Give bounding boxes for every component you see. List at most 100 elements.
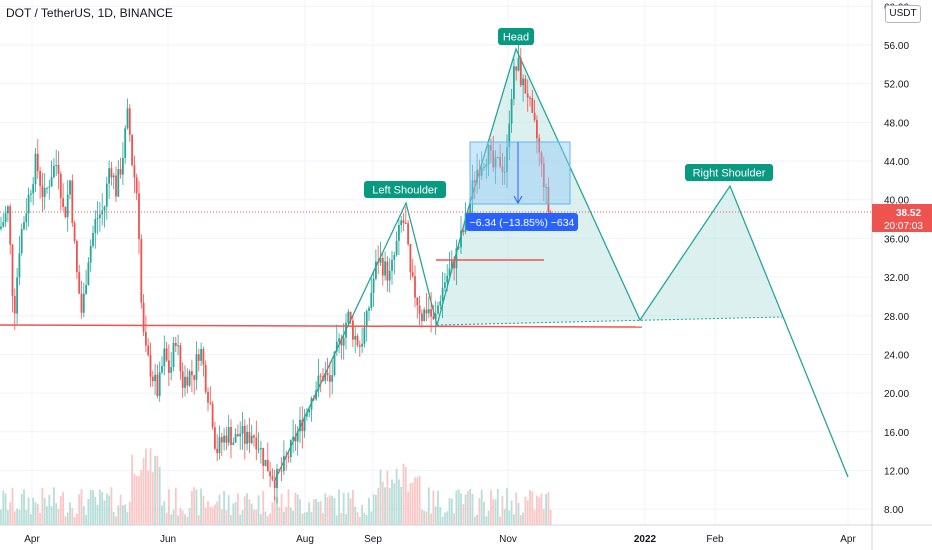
candle-body	[499, 157, 501, 167]
candle-body	[179, 345, 182, 372]
volume-bar	[533, 509, 536, 525]
currency-badge[interactable]: USDT	[885, 5, 921, 23]
volume-bar	[250, 503, 253, 525]
candle-body	[506, 147, 508, 172]
candle-body	[388, 270, 391, 281]
volume-bar	[36, 503, 39, 525]
candle-body	[119, 169, 122, 175]
candle-body	[55, 164, 58, 166]
volume-bar	[161, 505, 163, 525]
volume-bar	[427, 487, 430, 525]
overlays[interactable]: Left Shoulder Head Right Shoulder −6.34 (−1…	[0, 28, 872, 328]
candle-body	[108, 168, 110, 184]
candle-body	[347, 311, 350, 323]
candle-body	[333, 351, 336, 376]
candle-body	[260, 447, 262, 449]
candle-body	[147, 345, 150, 356]
volume-bar	[234, 502, 237, 525]
x-tick-label: Apr	[24, 534, 40, 545]
left-shoulder-label: Left Shoulder	[372, 185, 438, 197]
y-tick-label: 28.00	[884, 312, 909, 323]
candle-body	[124, 128, 127, 158]
volume-bar	[105, 493, 108, 525]
candle-body	[404, 222, 407, 224]
left-shoulder-label-bg	[364, 181, 446, 198]
candle-body	[76, 240, 78, 273]
candle-body	[246, 431, 248, 444]
candle-body	[308, 409, 311, 413]
candle-body	[234, 434, 237, 443]
volume-bar	[462, 504, 465, 525]
volume-bar	[115, 516, 117, 525]
candle-body	[43, 188, 46, 197]
volume-bar	[416, 477, 419, 525]
head-and-shoulders-pattern[interactable]	[274, 47, 849, 481]
volume-bar	[347, 492, 350, 525]
volume-bar	[457, 489, 460, 525]
candle-body	[110, 168, 113, 178]
candle-body	[165, 348, 168, 361]
volume-bar	[517, 503, 520, 525]
volume-bar	[308, 502, 311, 525]
volume-bar	[108, 495, 110, 525]
volume-bar	[197, 515, 200, 525]
candle-body	[34, 153, 37, 185]
volume-bar	[280, 493, 283, 525]
volume-bar	[476, 514, 478, 525]
volume-bar	[358, 516, 361, 525]
candle-body	[473, 180, 476, 183]
x-tick-label: Feb	[706, 534, 724, 545]
candle-body	[64, 206, 67, 218]
volume-bar	[32, 497, 35, 525]
candle-body	[430, 309, 432, 317]
measure-label: −6.34 (−13.85%) −634	[470, 217, 575, 229]
volume-bar	[418, 475, 421, 525]
candle-body	[492, 150, 495, 168]
candle-body	[257, 448, 260, 450]
candle-body	[218, 437, 221, 454]
volume-bar	[158, 466, 161, 525]
candle-body	[299, 419, 301, 432]
candle-body	[526, 93, 529, 98]
candle-body	[317, 375, 320, 391]
candle-body	[326, 372, 329, 376]
candle-body	[549, 212, 552, 214]
x-tick-label: Sep	[364, 534, 382, 545]
candle-body	[294, 436, 297, 442]
candle-body	[280, 470, 283, 472]
x-tick-label: Aug	[296, 534, 314, 545]
volume-bar	[170, 514, 173, 525]
volume-bar	[227, 495, 230, 525]
candle-body	[379, 258, 382, 263]
y-tick-label: 40.00	[884, 196, 909, 207]
candle-body	[453, 260, 455, 269]
candle-body	[335, 341, 338, 352]
candle-body	[349, 311, 352, 321]
candle-body	[115, 175, 117, 197]
volume-bar	[243, 496, 246, 525]
volume-bar	[177, 515, 179, 525]
candle-body	[283, 455, 285, 472]
candle-body	[342, 337, 345, 346]
candle-body	[161, 366, 163, 373]
volume-bar	[179, 507, 182, 525]
candle-body	[292, 436, 294, 440]
volume-bar	[76, 513, 78, 525]
volume-bar	[294, 492, 297, 525]
volume-bar	[25, 509, 28, 525]
candle-body	[197, 354, 200, 361]
volume-bar	[230, 514, 232, 525]
candle-body	[409, 244, 412, 273]
candle-body	[48, 186, 51, 188]
volume-bar	[515, 492, 518, 525]
candle-body	[273, 479, 276, 489]
volume-bars	[0, 448, 552, 525]
candle-body	[163, 348, 166, 367]
candle-body	[331, 375, 334, 382]
volume-bar	[82, 506, 85, 525]
volume-bar	[526, 500, 529, 525]
candle-body	[434, 313, 437, 320]
volume-bar	[11, 487, 14, 525]
symbol-title[interactable]: DOT / TetherUS, 1D, BINANCE	[6, 6, 173, 20]
